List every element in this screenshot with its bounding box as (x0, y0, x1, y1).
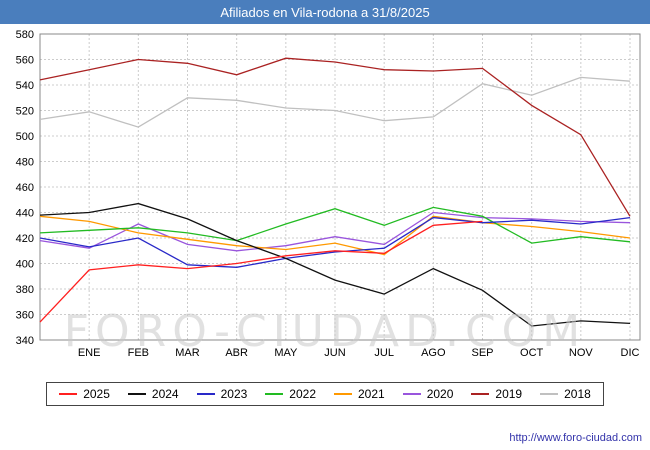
legend-item-2023: 2023 (196, 387, 248, 401)
legend-label-2018: 2018 (564, 387, 591, 401)
y-tick-label: 400 (16, 259, 34, 271)
series-2019 (39, 57, 631, 217)
x-tick-label: JUN (324, 347, 345, 359)
legend-label-2020: 2020 (426, 387, 454, 401)
y-tick-label: 480 (16, 157, 34, 169)
y-tick-label: 380 (16, 284, 34, 296)
series-2020 (39, 211, 631, 252)
legend-item-2020: 2020 (402, 387, 454, 401)
x-tick-label: ABR (225, 347, 248, 359)
x-tick-label: FEB (128, 347, 149, 359)
series-2024 (39, 202, 631, 327)
x-tick-label: MAR (175, 347, 200, 359)
legend-label-2019: 2019 (495, 387, 523, 401)
y-tick-label: 420 (16, 233, 34, 245)
legend-label-2024: 2024 (151, 387, 179, 401)
plot-border (39, 33, 641, 341)
chart-area: 340 360 380 400 420 440 460 480 500 520 540 560 580 E… (0, 24, 650, 370)
y-tick-label: 340 (16, 335, 34, 347)
legend-label-2025: 2025 (83, 387, 110, 401)
legend-label-2021: 2021 (358, 387, 385, 401)
legend: 2025 2024 2023 2022 2021 2020 2019 2018 (46, 382, 604, 406)
legend-label-2022: 2022 (289, 387, 316, 401)
legend-item-2018: 2018 (540, 387, 591, 401)
series-2023 (39, 216, 631, 268)
legend-swatch-2024 (127, 393, 146, 395)
y-tick-label: 460 (16, 182, 34, 194)
legend-swatch-2023 (196, 393, 215, 395)
legend-swatch-2022 (265, 393, 284, 395)
legend-item-2025: 2025 (59, 387, 110, 401)
series-2018 (39, 76, 631, 128)
y-tick-label: 540 (16, 80, 34, 92)
x-tick-label: DIC (621, 347, 640, 359)
x-tick-label: AGO (421, 347, 446, 359)
legend-item-2019: 2019 (471, 387, 522, 401)
legend-swatch-2025 (59, 393, 78, 395)
y-tick-label: 440 (16, 208, 34, 220)
y-tick-label: 580 (16, 29, 34, 41)
legend-swatch-2020 (402, 393, 421, 395)
legend-swatch-2021 (334, 393, 352, 395)
series-2021 (39, 215, 631, 256)
legend-item-2022: 2022 (265, 387, 316, 401)
x-tick-label: NOV (569, 347, 594, 359)
x-tick-label: SEP (471, 347, 493, 359)
line-chart-svg: 340 360 380 400 420 440 460 480 500 520 540 560 580 E… (16, 29, 641, 359)
series-2025 (39, 220, 483, 323)
title-bar: Afiliados en Vila-rodona a 31/8/2025 (0, 0, 650, 24)
y-tick-label: 520 (16, 106, 34, 118)
legend-swatch-2018 (540, 393, 559, 395)
legend-item-2024: 2024 (127, 387, 179, 401)
y-tick-label: 500 (16, 131, 34, 143)
legend-label-2023: 2023 (220, 387, 248, 401)
y-tick-label: 560 (16, 55, 34, 67)
series-2022 (39, 206, 631, 244)
x-tick-label: ENE (78, 347, 101, 359)
footer-url-link[interactable]: http://www.foro-ciudad.com (509, 432, 642, 444)
legend-swatch-2019 (471, 393, 490, 395)
legend-item-2021: 2021 (334, 387, 385, 401)
x-tick-label: MAY (274, 347, 298, 359)
y-tick-label: 360 (16, 310, 34, 322)
chart-title: Afiliados en Vila-rodona a 31/8/2025 (220, 4, 430, 20)
x-tick-label: OCT (520, 347, 544, 359)
x-tick-label: JUL (374, 347, 394, 359)
